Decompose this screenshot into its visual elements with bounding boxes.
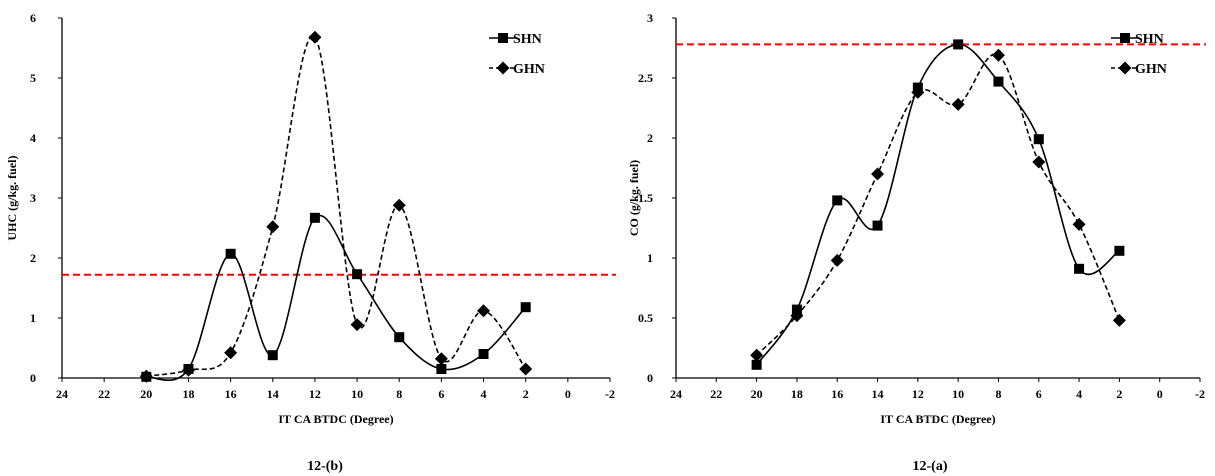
y-tick-label: 2 (30, 251, 36, 265)
x-tick-label: 16 (831, 387, 843, 401)
data-point-ghn (350, 318, 364, 332)
x-tick-label: 18 (182, 387, 194, 401)
data-point-shn (352, 269, 363, 280)
data-point-ghn (1072, 217, 1086, 231)
x-tick-label: 22 (710, 387, 722, 401)
data-point-shn (751, 359, 762, 370)
x-tick-label: 22 (98, 387, 110, 401)
x-tick-label: 8 (396, 387, 402, 401)
y-tick-label: 3 (30, 191, 36, 205)
x-axis-title: IT CA BTDC (Degree) (880, 412, 995, 426)
x-tick-label: 20 (140, 387, 152, 401)
x-tick-label: 0 (565, 387, 571, 401)
x-tick-label: 18 (791, 387, 803, 401)
x-tick-label: -2 (1195, 387, 1205, 401)
data-point-shn (309, 212, 320, 223)
legend-label-shn: SHN (1135, 32, 1164, 47)
y-tick-label: 3 (647, 11, 653, 25)
y-tick-label: 0 (30, 371, 36, 385)
data-point-ghn (308, 30, 322, 44)
data-point-ghn (392, 198, 406, 212)
data-point-ghn (224, 346, 238, 360)
x-tick-label: 10 (351, 387, 363, 401)
x-tick-label: 8 (995, 387, 1001, 401)
data-point-ghn (911, 85, 925, 99)
y-tick-label: 4 (30, 131, 36, 145)
x-axis-title: IT CA BTDC (Degree) (278, 412, 393, 426)
data-point-shn (436, 364, 447, 374)
x-tick-label: 12 (309, 387, 321, 401)
data-point-shn (225, 248, 236, 259)
series-line-ghn (146, 35, 527, 377)
y-axis-title: CO (g/kg. fuel) (627, 160, 641, 236)
series-line-shn (146, 214, 527, 381)
y-tick-label: 1 (30, 311, 36, 325)
series-line-ghn (756, 53, 1121, 356)
y-tick-label: 0.5 (638, 311, 653, 325)
data-point-shn (993, 76, 1004, 87)
data-point-ghn (477, 304, 491, 318)
legend-marker-ghn (1118, 61, 1132, 75)
figure-caption: 12-(a) (913, 459, 948, 474)
x-tick-label: 16 (225, 387, 237, 401)
y-tick-label: 6 (30, 11, 36, 25)
y-tick-label: 1.5 (638, 191, 653, 205)
data-point-ghn (519, 362, 533, 376)
legend-label-ghn: GHN (1135, 62, 1167, 77)
y-tick-label: 2.5 (638, 71, 653, 85)
data-point-ghn (434, 352, 448, 366)
data-point-shn (832, 195, 843, 206)
data-point-shn (520, 302, 531, 313)
x-tick-label: 4 (1076, 387, 1082, 401)
data-point-ghn (1112, 313, 1126, 327)
data-point-ghn (790, 309, 804, 323)
x-tick-label: 12 (912, 387, 924, 401)
data-point-shn (478, 349, 489, 359)
data-point-shn (953, 39, 964, 50)
data-point-ghn (1032, 155, 1046, 169)
x-tick-label: 6 (1036, 387, 1042, 401)
x-tick-label: 0 (1157, 387, 1163, 401)
y-tick-label: 2 (647, 131, 653, 145)
data-point-shn (1114, 245, 1125, 256)
data-point-ghn (266, 220, 280, 234)
x-tick-label: 14 (267, 387, 279, 401)
x-tick-label: 10 (952, 387, 964, 401)
figure-caption: 12-(b) (307, 459, 343, 474)
data-point-ghn (871, 167, 885, 181)
x-tick-label: 6 (438, 387, 444, 401)
legend-label-ghn: GHN (513, 62, 545, 77)
data-point-ghn (991, 48, 1005, 62)
data-point-shn (394, 332, 405, 343)
y-tick-label: 1 (647, 251, 653, 265)
x-tick-label: 4 (481, 387, 487, 401)
y-axis-title: UHC (g/kg. fuel) (5, 156, 19, 241)
data-point-shn (267, 350, 278, 361)
data-point-ghn (951, 97, 965, 111)
x-tick-label: 24 (56, 387, 68, 401)
x-tick-label: -2 (605, 387, 615, 401)
data-point-ghn (139, 369, 153, 383)
x-tick-label: 2 (523, 387, 529, 401)
legend-marker-ghn (496, 61, 510, 75)
legend-marker-shn (498, 33, 508, 43)
data-point-shn (1074, 263, 1085, 274)
data-point-shn (872, 220, 883, 231)
series-line-shn (755, 43, 1120, 366)
x-tick-label: 20 (751, 387, 763, 401)
y-tick-label: 5 (30, 71, 36, 85)
y-tick-label: 0 (647, 371, 653, 385)
x-tick-label: 2 (1116, 387, 1122, 401)
data-point-ghn (830, 253, 844, 267)
data-point-ghn (750, 348, 764, 362)
data-point-shn (1033, 134, 1044, 145)
x-tick-label: 14 (872, 387, 884, 401)
data-point-ghn (181, 363, 195, 377)
legend-marker-shn (1120, 33, 1130, 43)
x-tick-label: 24 (670, 387, 682, 401)
legend-label-shn: SHN (513, 32, 542, 47)
